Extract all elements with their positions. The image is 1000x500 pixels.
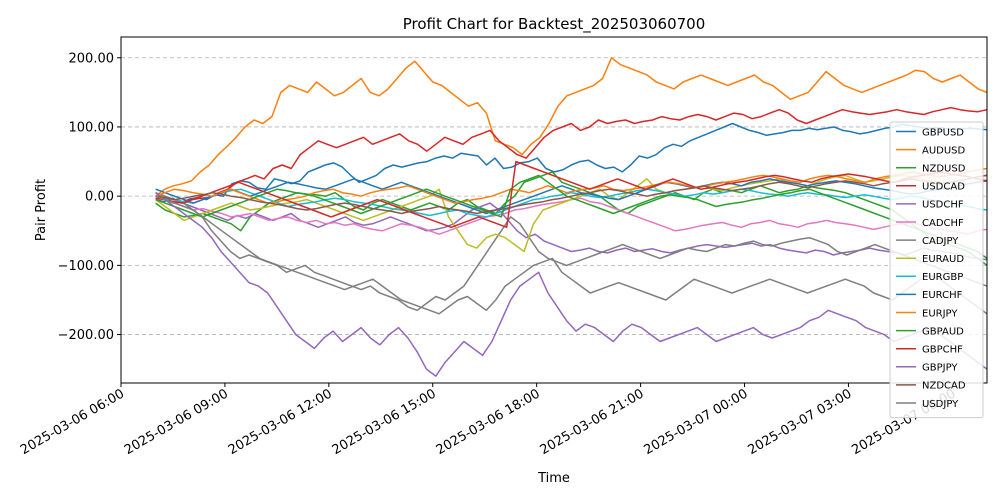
legend-entry-gbpchf: GBPCHF bbox=[922, 345, 963, 356]
plot-frame bbox=[120, 36, 988, 384]
series-line-gbpchf bbox=[155, 160, 988, 229]
y-tick-label: 100.00 bbox=[69, 120, 115, 135]
series-line-usdchf bbox=[155, 191, 988, 261]
legend-entry-cadjpy: CADJPY bbox=[922, 236, 959, 247]
legend-entry-eurchf: EURCHF bbox=[922, 290, 963, 301]
series-lines bbox=[155, 57, 988, 377]
legend-box bbox=[889, 121, 984, 419]
series-line-usdjpy bbox=[155, 195, 988, 315]
series-line-eurjpy bbox=[155, 167, 988, 204]
legend-entry-eurjpy: EURJPY bbox=[922, 308, 958, 319]
legend-entry-euraud: EURAUD bbox=[922, 254, 964, 265]
series-line-euraud bbox=[155, 174, 988, 253]
grid-lines bbox=[121, 57, 987, 335]
series-line-eurchf bbox=[155, 178, 988, 215]
legend-entry-usdcad: USDCAD bbox=[922, 182, 965, 193]
x-axis-label: Time bbox=[537, 471, 570, 486]
legend-entry-gbpjpy: GBPJPY bbox=[922, 363, 958, 374]
series-line-nzdusd bbox=[155, 171, 988, 267]
series-line-usdcad bbox=[155, 106, 988, 204]
legend: GBPUSD AUDUSD NZDUSD USDCAD USDCHF CADCHF CADJ… bbox=[889, 121, 984, 419]
legend-entry-nzdcad: NZDCAD bbox=[922, 381, 966, 392]
legend-entry-nzdusd: NZDUSD bbox=[922, 164, 966, 175]
y-tick-label: 0.00 bbox=[85, 190, 114, 205]
series-line-eurgbp bbox=[155, 188, 988, 218]
y-axis: 200.00 100.00 0.00 −100.00 −200.00 bbox=[58, 51, 121, 343]
legend-entry-usdchf: USDCHF bbox=[922, 200, 964, 211]
y-tick-label: −200.00 bbox=[58, 328, 114, 343]
series-line-gbpaud bbox=[155, 174, 988, 260]
legend-entry-cadchf: CADCHF bbox=[922, 218, 964, 229]
legend-entry-gbpaud: GBPAUD bbox=[922, 326, 964, 337]
series-line-audusd bbox=[155, 57, 988, 197]
legend-entry-usdjpy: USDJPY bbox=[922, 399, 959, 410]
chart-title: Profit Chart for Backtest_202503060700 bbox=[403, 15, 706, 34]
legend-entry-gbpusd: GBPUSD bbox=[922, 127, 964, 138]
y-tick-label: −100.00 bbox=[58, 259, 114, 274]
y-axis-label: Pair Profit bbox=[34, 179, 49, 241]
series-line-cadjpy bbox=[155, 191, 988, 312]
series-line-gbpjpy bbox=[155, 192, 988, 377]
y-tick-label: 200.00 bbox=[69, 51, 115, 66]
legend-entry-eurgbp: EURGBP bbox=[922, 272, 963, 283]
legend-entry-audusd: AUDUSD bbox=[922, 145, 966, 156]
series-line-nzdcad bbox=[155, 174, 988, 215]
